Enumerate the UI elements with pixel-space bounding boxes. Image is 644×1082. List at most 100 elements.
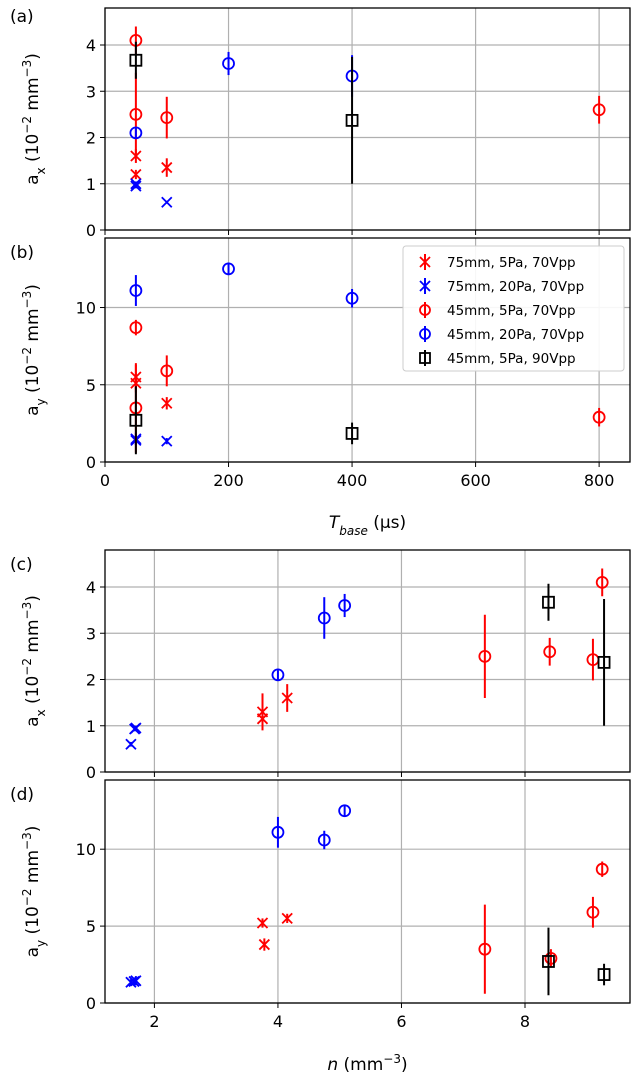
label-part: (10 (23, 676, 43, 710)
x-tick-label: 0 (100, 471, 110, 490)
legend-label: 45mm, 5Pa, 70Vpp (447, 303, 576, 319)
panel-label-a: (a) (10, 7, 34, 27)
y-axis-label: ax (10−2 mm−3) (20, 595, 48, 727)
data-point-circle (317, 833, 331, 847)
data-point-circle (586, 905, 600, 919)
label-part: (10 (23, 906, 43, 940)
legend-label: 75mm, 20Pa, 70Vpp (447, 279, 584, 295)
y-tick-label: 10 (76, 840, 96, 859)
series-45mm, 20Pa, 70Vpp (129, 262, 359, 308)
label-part: y (34, 940, 48, 947)
y-axis-label: ax (10−2 mm−3) (20, 53, 48, 185)
legend-label: 45mm, 5Pa, 90Vpp (447, 351, 576, 367)
data-point-circle (222, 57, 235, 70)
label-part: base (339, 524, 368, 538)
data-point-circle (160, 111, 174, 125)
label-part: mm (23, 619, 43, 658)
data-point-circle (222, 262, 235, 276)
legend-marker-x (419, 256, 431, 268)
data-point-square (129, 413, 143, 427)
data-point-circle (160, 364, 174, 378)
axes-frame (104, 7, 631, 231)
data-point-circle (345, 291, 359, 305)
series-45mm, 5Pa, 70Vpp (478, 568, 609, 698)
label-part: ) (23, 53, 43, 60)
x-tick-label: 6 (396, 1012, 406, 1031)
x-axis-label-top: Tbase (µs) (329, 513, 406, 538)
data-point-x (256, 713, 269, 725)
data-point-x (130, 168, 142, 181)
series-45mm, 5Pa, 90Vpp (542, 927, 611, 996)
data-point-circle (592, 410, 606, 424)
label-part: −3 (20, 832, 34, 850)
series-45mm, 5Pa, 70Vpp (129, 26, 606, 156)
data-point-x (258, 938, 270, 951)
data-point-x (125, 738, 137, 750)
label-part: −3 (20, 291, 34, 309)
label-part: x (34, 709, 48, 716)
legend-marker-x (419, 280, 431, 292)
label-part: −3 (20, 602, 34, 620)
data-point-circle (592, 103, 606, 117)
data-point-circle (478, 942, 492, 956)
label-part: ) (23, 826, 43, 833)
x-tick-label: 800 (584, 471, 615, 490)
data-point-square (129, 53, 143, 67)
data-point-x (281, 912, 293, 925)
panel-label-b: (b) (10, 243, 34, 263)
label-part: −2 (20, 658, 34, 676)
label-part: ) (23, 284, 43, 291)
y-axis-label: ay (10−2 mm−3) (20, 284, 48, 416)
legend-frame (402, 245, 625, 372)
y-tick-label: 4 (86, 36, 96, 55)
y-tick-label: 1 (86, 175, 96, 194)
label-part: (µs) (368, 513, 406, 533)
y-tick-label: 0 (86, 994, 96, 1013)
label-part: −2 (20, 888, 34, 906)
y-tick-label: 1 (86, 717, 96, 736)
label-part: −2 (20, 347, 34, 365)
axes-frame (104, 549, 631, 773)
y-axis-label: ay (10−2 mm−3) (20, 826, 48, 958)
legend-marker-circle (419, 304, 431, 316)
panel-c: 0 1 2 3 4 (c) ax (10−2 mm−3) (10, 549, 631, 782)
data-point-x (161, 435, 173, 447)
label-part: mm (23, 308, 43, 347)
series-45mm, 5Pa, 90Vpp (129, 386, 359, 455)
data-point-circle (129, 321, 143, 335)
legend-label: 75mm, 5Pa, 70Vpp (447, 255, 576, 271)
label-part: x (34, 167, 48, 174)
data-point-circle (129, 126, 143, 140)
data-point-square (597, 655, 611, 669)
label-part: −2 (20, 116, 34, 134)
x-axis-label-bottom: n (mm−3) (327, 1052, 407, 1075)
axes-frame (104, 779, 631, 1004)
data-point-circle (271, 668, 285, 682)
panel-label-c: (c) (10, 555, 33, 575)
data-point-circle (543, 645, 557, 659)
series-45mm, 5Pa, 90Vpp (129, 41, 359, 184)
data-point-circle (338, 599, 352, 612)
series-75mm, 5Pa, 70Vpp (130, 149, 173, 181)
y-tick-label: 3 (86, 82, 96, 101)
y-tick-label: 10 (76, 299, 96, 318)
label-part: a (23, 947, 43, 957)
x-tick-label: 600 (460, 471, 491, 490)
panel-d: 0 5 10 2 4 6 8 (d) ay (10−2 mm−3) (10, 779, 631, 1031)
data-point-circle (271, 825, 285, 839)
series-75mm, 20Pa, 70Vpp (130, 178, 173, 208)
data-point-x (129, 723, 141, 735)
label-part: n (327, 1055, 338, 1075)
y-tick-label: 4 (86, 578, 96, 597)
panel-label-d: (d) (10, 785, 34, 805)
label-part: a (23, 174, 43, 184)
series-45mm, 20Pa, 70Vpp (129, 51, 359, 140)
data-point-x (128, 975, 140, 988)
data-point-x (161, 196, 173, 208)
legend-label: 45mm, 20Pa, 70Vpp (447, 327, 584, 343)
data-point-x (161, 397, 173, 409)
x-tick-label: 4 (273, 1012, 283, 1031)
series-75mm, 5Pa, 70Vpp (256, 684, 293, 731)
